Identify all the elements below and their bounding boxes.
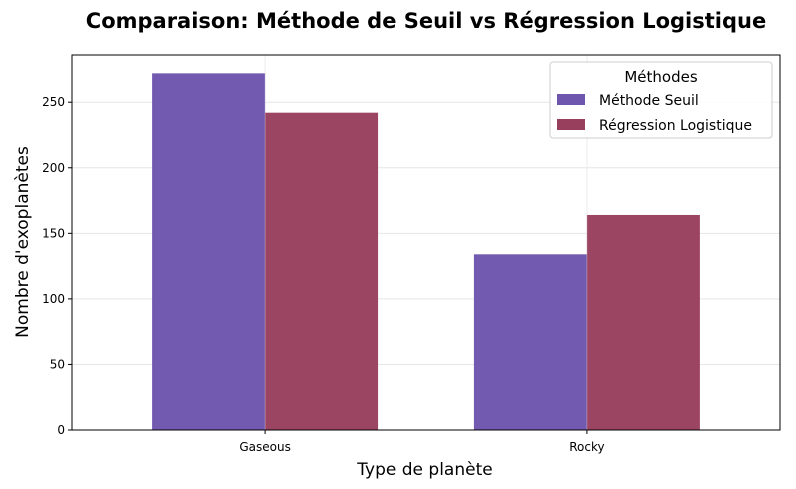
y-tick-label: 250	[42, 95, 65, 109]
legend-swatch-methode-seuil	[557, 94, 585, 105]
chart-title: Comparaison: Méthode de Seuil vs Régress…	[86, 9, 766, 33]
legend: Méthodes Méthode Seuil Régression Logist…	[549, 61, 773, 139]
legend-box	[549, 61, 773, 139]
y-tick-label: 200	[42, 161, 65, 175]
bar-methode-seuil	[473, 254, 587, 430]
y-tick-label: 100	[42, 292, 65, 306]
plot-frame	[71, 54, 781, 431]
legend-label-methode-seuil: Méthode Seuil	[599, 93, 699, 109]
legend-title: Méthodes	[624, 68, 697, 86]
x-tick-label: Rocky	[569, 440, 604, 454]
y-tick-label: 50	[50, 357, 65, 371]
bar-methode-seuil	[152, 73, 266, 431]
y-axis: 0 50 100 150 200 250	[42, 95, 72, 437]
x-axis: Gaseous Rocky	[239, 430, 605, 454]
y-tick-label: 0	[57, 423, 65, 437]
legend-swatch-regression-logistique	[557, 119, 585, 130]
x-axis-label: Type de planète	[356, 460, 492, 480]
y-tick-label: 150	[42, 226, 65, 240]
x-tick-label: Gaseous	[239, 440, 291, 454]
y-axis-label: Nombre d'exoplanètes	[13, 146, 33, 338]
bars	[152, 55, 700, 431]
bar-regression-logistique	[586, 214, 700, 430]
bar-regression-logistique	[265, 112, 379, 430]
legend-label-regression-logistique: Régression Logistique	[599, 118, 752, 134]
